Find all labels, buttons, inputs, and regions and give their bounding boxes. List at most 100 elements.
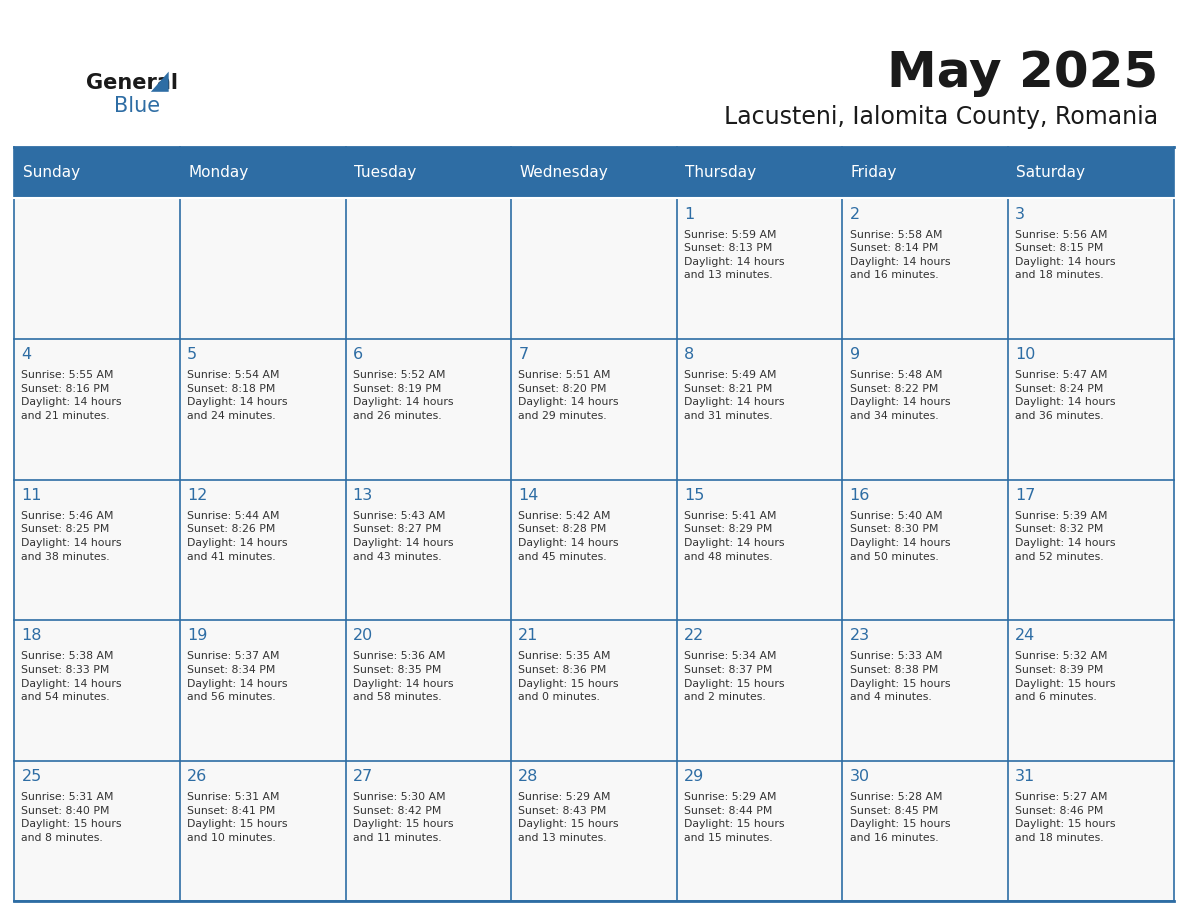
Bar [346,479,511,621]
Bar [14,479,179,621]
Text: Sunrise: 5:34 AM
Sunset: 8:37 PM
Daylight: 15 hours
and 2 minutes.: Sunrise: 5:34 AM Sunset: 8:37 PM Dayligh… [684,652,784,702]
Text: Blue: Blue [114,95,160,116]
Text: Sunrise: 5:37 AM
Sunset: 8:34 PM
Daylight: 14 hours
and 56 minutes.: Sunrise: 5:37 AM Sunset: 8:34 PM Dayligh… [187,652,287,702]
Bar [14,147,179,198]
Bar [677,339,842,479]
Bar [842,761,1009,901]
Bar [677,198,842,339]
Text: 15: 15 [684,487,704,503]
Text: Sunrise: 5:32 AM
Sunset: 8:39 PM
Daylight: 15 hours
and 6 minutes.: Sunrise: 5:32 AM Sunset: 8:39 PM Dayligh… [1016,652,1116,702]
Text: 31: 31 [1016,769,1036,784]
Text: Sunrise: 5:56 AM
Sunset: 8:15 PM
Daylight: 14 hours
and 18 minutes.: Sunrise: 5:56 AM Sunset: 8:15 PM Dayligh… [1016,230,1116,280]
Bar [677,479,842,621]
Bar [842,198,1009,339]
Text: Sunrise: 5:36 AM
Sunset: 8:35 PM
Daylight: 14 hours
and 58 minutes.: Sunrise: 5:36 AM Sunset: 8:35 PM Dayligh… [353,652,453,702]
Text: Sunrise: 5:28 AM
Sunset: 8:45 PM
Daylight: 15 hours
and 16 minutes.: Sunrise: 5:28 AM Sunset: 8:45 PM Dayligh… [849,792,950,843]
Bar [1009,198,1174,339]
Bar [179,198,346,339]
Bar [511,621,677,761]
Bar [179,147,346,198]
Text: Sunrise: 5:29 AM
Sunset: 8:44 PM
Daylight: 15 hours
and 15 minutes.: Sunrise: 5:29 AM Sunset: 8:44 PM Dayligh… [684,792,784,843]
Text: Friday: Friday [851,165,897,180]
Text: 17: 17 [1016,487,1036,503]
Text: Wednesday: Wednesday [519,165,608,180]
Text: Sunrise: 5:42 AM
Sunset: 8:28 PM
Daylight: 14 hours
and 45 minutes.: Sunrise: 5:42 AM Sunset: 8:28 PM Dayligh… [518,510,619,562]
Text: 13: 13 [353,487,373,503]
Text: Sunrise: 5:43 AM
Sunset: 8:27 PM
Daylight: 14 hours
and 43 minutes.: Sunrise: 5:43 AM Sunset: 8:27 PM Dayligh… [353,510,453,562]
Text: 19: 19 [187,629,208,644]
Text: Sunrise: 5:30 AM
Sunset: 8:42 PM
Daylight: 15 hours
and 11 minutes.: Sunrise: 5:30 AM Sunset: 8:42 PM Dayligh… [353,792,453,843]
Text: May 2025: May 2025 [887,50,1158,97]
Text: 9: 9 [849,347,860,363]
Text: 1: 1 [684,207,694,221]
Bar [511,761,677,901]
Bar [346,621,511,761]
Text: Sunday: Sunday [23,165,80,180]
Text: 28: 28 [518,769,538,784]
Bar [677,621,842,761]
Text: 24: 24 [1016,629,1036,644]
Bar [842,621,1009,761]
Bar [14,761,179,901]
Text: 10: 10 [1016,347,1036,363]
Bar [511,479,677,621]
Text: 29: 29 [684,769,704,784]
Text: Sunrise: 5:38 AM
Sunset: 8:33 PM
Daylight: 14 hours
and 54 minutes.: Sunrise: 5:38 AM Sunset: 8:33 PM Dayligh… [21,652,122,702]
Text: Tuesday: Tuesday [354,165,416,180]
Bar [842,479,1009,621]
Bar [346,339,511,479]
Text: 7: 7 [518,347,529,363]
Text: Sunrise: 5:49 AM
Sunset: 8:21 PM
Daylight: 14 hours
and 31 minutes.: Sunrise: 5:49 AM Sunset: 8:21 PM Dayligh… [684,370,784,421]
Bar [842,339,1009,479]
Text: 16: 16 [849,487,870,503]
Bar [677,761,842,901]
Text: Sunrise: 5:40 AM
Sunset: 8:30 PM
Daylight: 14 hours
and 50 minutes.: Sunrise: 5:40 AM Sunset: 8:30 PM Dayligh… [849,510,950,562]
Text: Sunrise: 5:35 AM
Sunset: 8:36 PM
Daylight: 15 hours
and 0 minutes.: Sunrise: 5:35 AM Sunset: 8:36 PM Dayligh… [518,652,619,702]
Bar [511,147,677,198]
Bar [14,621,179,761]
Text: Sunrise: 5:59 AM
Sunset: 8:13 PM
Daylight: 14 hours
and 13 minutes.: Sunrise: 5:59 AM Sunset: 8:13 PM Dayligh… [684,230,784,280]
Text: Sunrise: 5:44 AM
Sunset: 8:26 PM
Daylight: 14 hours
and 41 minutes.: Sunrise: 5:44 AM Sunset: 8:26 PM Dayligh… [187,510,287,562]
Text: 5: 5 [187,347,197,363]
Text: Saturday: Saturday [1017,165,1086,180]
Text: 18: 18 [21,629,42,644]
Text: Sunrise: 5:27 AM
Sunset: 8:46 PM
Daylight: 15 hours
and 18 minutes.: Sunrise: 5:27 AM Sunset: 8:46 PM Dayligh… [1016,792,1116,843]
Bar [179,339,346,479]
Text: Sunrise: 5:46 AM
Sunset: 8:25 PM
Daylight: 14 hours
and 38 minutes.: Sunrise: 5:46 AM Sunset: 8:25 PM Dayligh… [21,510,122,562]
Bar [179,479,346,621]
Text: 8: 8 [684,347,694,363]
Text: 20: 20 [353,629,373,644]
Text: 23: 23 [849,629,870,644]
Text: 22: 22 [684,629,704,644]
Text: Sunrise: 5:55 AM
Sunset: 8:16 PM
Daylight: 14 hours
and 21 minutes.: Sunrise: 5:55 AM Sunset: 8:16 PM Dayligh… [21,370,122,421]
Bar [346,198,511,339]
Text: Sunrise: 5:51 AM
Sunset: 8:20 PM
Daylight: 14 hours
and 29 minutes.: Sunrise: 5:51 AM Sunset: 8:20 PM Dayligh… [518,370,619,421]
Text: Sunrise: 5:31 AM
Sunset: 8:40 PM
Daylight: 15 hours
and 8 minutes.: Sunrise: 5:31 AM Sunset: 8:40 PM Dayligh… [21,792,122,843]
Text: 2: 2 [849,207,860,221]
Bar [1009,761,1174,901]
Text: 4: 4 [21,347,32,363]
Bar [511,198,677,339]
Text: 6: 6 [353,347,362,363]
Text: 26: 26 [187,769,207,784]
Bar [1009,147,1174,198]
Text: 14: 14 [518,487,538,503]
Bar [14,198,179,339]
Bar [1009,479,1174,621]
Text: Sunrise: 5:58 AM
Sunset: 8:14 PM
Daylight: 14 hours
and 16 minutes.: Sunrise: 5:58 AM Sunset: 8:14 PM Dayligh… [849,230,950,280]
Text: Sunrise: 5:47 AM
Sunset: 8:24 PM
Daylight: 14 hours
and 36 minutes.: Sunrise: 5:47 AM Sunset: 8:24 PM Dayligh… [1016,370,1116,421]
Bar [842,147,1009,198]
Text: 27: 27 [353,769,373,784]
Text: Thursday: Thursday [685,165,757,180]
Bar [1009,339,1174,479]
Text: Sunrise: 5:52 AM
Sunset: 8:19 PM
Daylight: 14 hours
and 26 minutes.: Sunrise: 5:52 AM Sunset: 8:19 PM Dayligh… [353,370,453,421]
Bar [179,761,346,901]
Text: Sunrise: 5:33 AM
Sunset: 8:38 PM
Daylight: 15 hours
and 4 minutes.: Sunrise: 5:33 AM Sunset: 8:38 PM Dayligh… [849,652,950,702]
Text: 11: 11 [21,487,42,503]
Text: General: General [86,73,177,93]
Bar [346,147,511,198]
Text: Sunrise: 5:41 AM
Sunset: 8:29 PM
Daylight: 14 hours
and 48 minutes.: Sunrise: 5:41 AM Sunset: 8:29 PM Dayligh… [684,510,784,562]
Text: Sunrise: 5:29 AM
Sunset: 8:43 PM
Daylight: 15 hours
and 13 minutes.: Sunrise: 5:29 AM Sunset: 8:43 PM Dayligh… [518,792,619,843]
Text: 3: 3 [1016,207,1025,221]
Text: Sunrise: 5:39 AM
Sunset: 8:32 PM
Daylight: 14 hours
and 52 minutes.: Sunrise: 5:39 AM Sunset: 8:32 PM Dayligh… [1016,510,1116,562]
